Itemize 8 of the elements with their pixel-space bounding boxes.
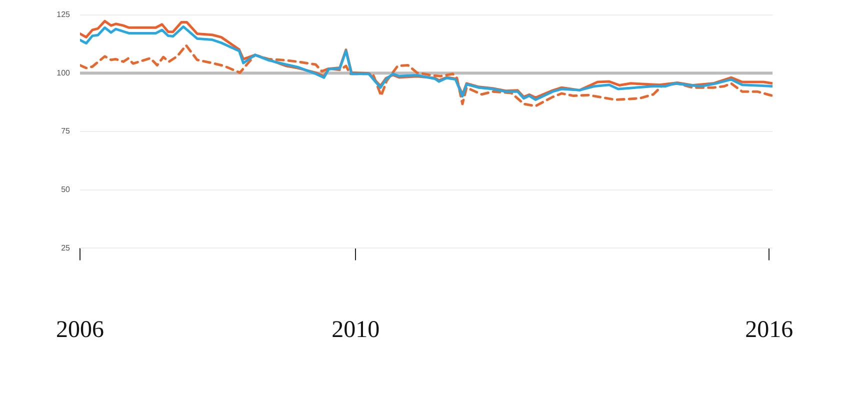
x-tick-label: 2016 [745,316,794,343]
y-tick-label: 50 [61,185,71,194]
y-tick-label: 100 [56,68,71,78]
x-tick-label: 2010 [332,316,380,343]
y-tick-label: 125 [56,10,71,20]
y-tick-label: 75 [61,126,71,136]
y-tick-label: 25 [61,243,71,252]
x-tick-label: 2006 [56,316,104,343]
